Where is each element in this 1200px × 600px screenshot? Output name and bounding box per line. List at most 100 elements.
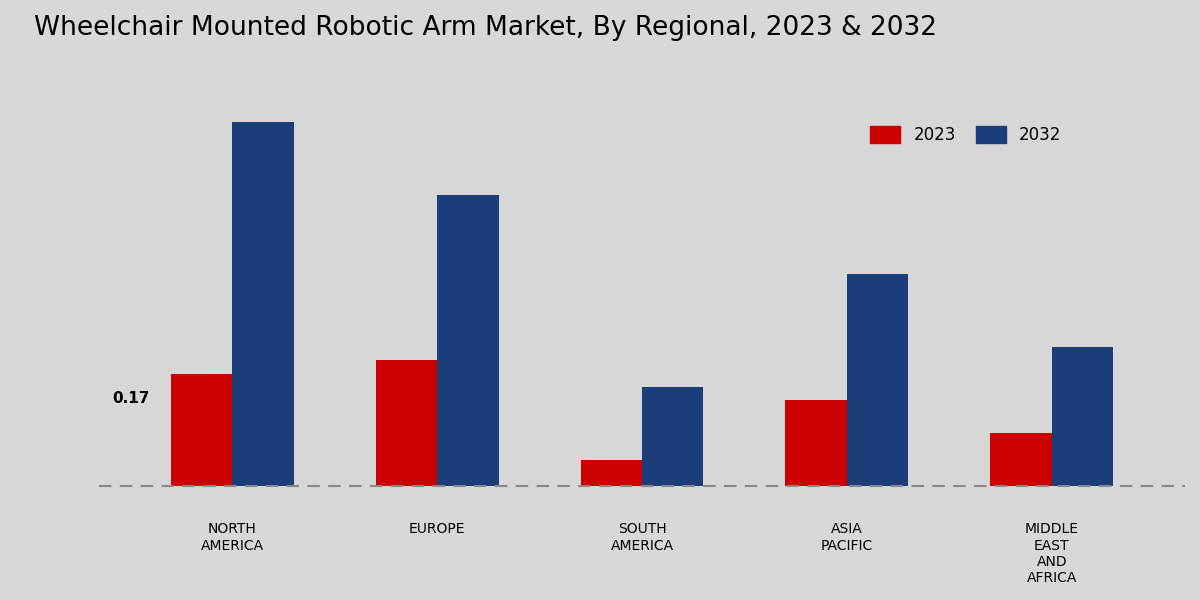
Bar (90, 56, 223, 512)
Bar (90, 56, 410, 512)
Bar (94, 56, 1000, 512)
Bar (94, 56, 1064, 512)
Bar (94, 56, 941, 512)
Bar (437, 195, 498, 486)
Bar (92, 56, 737, 512)
Bar (90, 56, 317, 512)
Bar (91, 56, 608, 512)
Bar (94, 56, 900, 512)
Bar (92, 56, 673, 512)
Bar (92, 56, 725, 512)
Bar (89, 56, 182, 512)
Bar (91, 56, 562, 512)
Bar (94, 56, 1058, 512)
Bar (89, 56, 124, 512)
Bar (92, 56, 755, 512)
Bar (232, 122, 294, 486)
Bar (91, 56, 486, 512)
Bar (94, 56, 1040, 512)
Bar (1052, 347, 1114, 486)
Bar (91, 56, 586, 512)
Bar (92, 56, 883, 512)
Bar (90, 56, 439, 512)
Bar (90, 56, 311, 512)
Bar (91, 56, 533, 512)
Bar (92, 56, 772, 512)
Bar (92, 56, 824, 512)
Bar (94, 56, 1012, 512)
Bar (94, 56, 947, 512)
Bar (94, 56, 994, 512)
Bar (92, 56, 678, 512)
Bar (90, 56, 398, 512)
Bar (92, 56, 766, 512)
Bar (94, 56, 1034, 512)
Bar (92, 56, 853, 512)
Bar (90, 56, 370, 512)
Bar (91, 56, 643, 512)
Bar (786, 400, 847, 486)
Bar (91, 56, 596, 512)
Bar (91, 56, 457, 512)
Bar (91, 56, 649, 512)
Bar (90, 56, 340, 512)
Bar (92, 56, 731, 512)
Bar (91, 56, 527, 512)
Bar (91, 56, 556, 512)
Bar (92, 56, 877, 512)
Bar (92, 56, 743, 512)
Bar (94, 56, 965, 512)
Bar (92, 56, 696, 512)
Bar (170, 374, 232, 486)
Bar (990, 433, 1052, 486)
Bar (91, 56, 632, 512)
Bar (91, 56, 468, 512)
Bar (92, 56, 802, 512)
Bar (92, 56, 714, 512)
Bar (94, 56, 924, 512)
Bar (90, 56, 380, 512)
Bar (94, 56, 953, 512)
Bar (94, 56, 1046, 512)
Bar (90, 56, 252, 512)
Bar (94, 56, 959, 512)
Bar (90, 56, 433, 512)
Bar (91, 56, 620, 512)
Bar (90, 56, 299, 512)
Bar (90, 56, 352, 512)
Bar (91, 56, 602, 512)
Bar (89, 56, 136, 512)
Bar (90, 56, 276, 512)
Bar (91, 56, 590, 512)
Bar (89, 56, 205, 512)
Bar (90, 56, 229, 512)
Bar (90, 56, 287, 512)
Bar (89, 56, 142, 512)
Bar (92, 56, 667, 512)
Bar (94, 56, 1052, 512)
Bar (90, 56, 328, 512)
Bar (92, 56, 684, 512)
Bar (90, 56, 346, 512)
Bar (94, 56, 1018, 512)
Bar (92, 56, 690, 512)
Bar (92, 56, 720, 512)
Bar (92, 56, 812, 512)
Bar (92, 56, 749, 512)
Bar (90, 56, 427, 512)
Bar (91, 56, 492, 512)
Legend: 2023, 2032: 2023, 2032 (863, 119, 1068, 151)
Bar (91, 56, 462, 512)
Bar (90, 56, 264, 512)
Bar (90, 56, 305, 512)
Bar (94, 56, 1070, 512)
Bar (92, 56, 702, 512)
Bar (90, 56, 235, 512)
Bar (91, 56, 661, 512)
Bar (90, 56, 392, 512)
Bar (91, 56, 445, 512)
Bar (94, 56, 983, 512)
Bar (91, 56, 503, 512)
Bar (92, 56, 784, 512)
Bar (90, 56, 374, 512)
